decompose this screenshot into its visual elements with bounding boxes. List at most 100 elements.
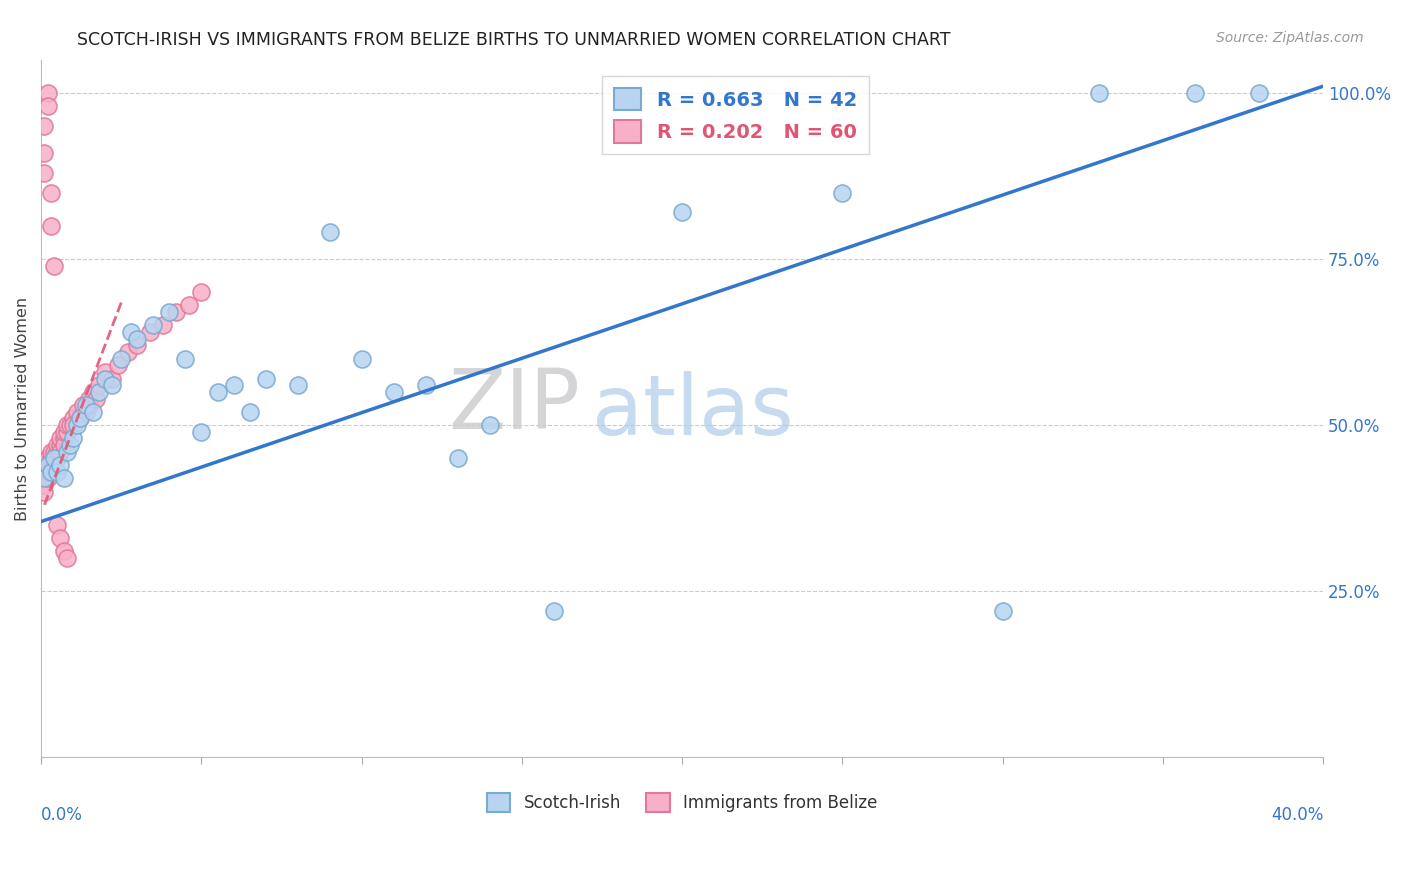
Point bbox=[100, 371, 122, 385]
Text: 40.0%: 40.0% bbox=[1271, 806, 1323, 824]
Text: ZIP: ZIP bbox=[447, 365, 579, 445]
Point bbox=[56, 425, 79, 439]
Point bbox=[318, 226, 340, 240]
Point bbox=[207, 384, 229, 399]
Point bbox=[34, 458, 56, 472]
Point bbox=[127, 332, 149, 346]
Point bbox=[56, 418, 79, 433]
Point bbox=[75, 405, 97, 419]
Point bbox=[34, 145, 56, 160]
Text: SCOTCH-IRISH VS IMMIGRANTS FROM BELIZE BIRTHS TO UNMARRIED WOMEN CORRELATION CHA: SCOTCH-IRISH VS IMMIGRANTS FROM BELIZE B… bbox=[77, 31, 950, 49]
Point bbox=[174, 351, 197, 366]
Point bbox=[39, 186, 62, 200]
Point bbox=[34, 471, 56, 485]
Point bbox=[34, 484, 56, 499]
Point bbox=[991, 604, 1014, 618]
Point bbox=[152, 318, 174, 333]
Point bbox=[190, 425, 212, 439]
Point bbox=[94, 371, 117, 385]
Point bbox=[37, 458, 59, 472]
Point bbox=[62, 431, 84, 445]
Point bbox=[100, 378, 122, 392]
Point bbox=[59, 438, 82, 452]
Text: atlas: atlas bbox=[592, 371, 794, 452]
Point bbox=[72, 398, 94, 412]
Point bbox=[1247, 86, 1270, 100]
Point bbox=[46, 444, 69, 458]
Point bbox=[79, 392, 101, 406]
Point bbox=[1088, 86, 1111, 100]
Point bbox=[447, 451, 470, 466]
Point bbox=[87, 378, 110, 392]
Point bbox=[222, 378, 245, 392]
Point bbox=[37, 465, 59, 479]
Point bbox=[107, 359, 129, 373]
Point bbox=[87, 384, 110, 399]
Point bbox=[254, 371, 277, 385]
Point bbox=[82, 405, 104, 419]
Point bbox=[49, 431, 72, 445]
Point bbox=[139, 325, 162, 339]
Legend: Scotch-Irish, Immigrants from Belize: Scotch-Irish, Immigrants from Belize bbox=[481, 786, 884, 819]
Point bbox=[382, 384, 405, 399]
Point bbox=[59, 418, 82, 433]
Point bbox=[52, 438, 75, 452]
Point bbox=[37, 451, 59, 466]
Point bbox=[42, 259, 65, 273]
Point bbox=[84, 392, 107, 406]
Point bbox=[34, 119, 56, 133]
Point bbox=[34, 478, 56, 492]
Point bbox=[52, 431, 75, 445]
Point bbox=[39, 465, 62, 479]
Point bbox=[831, 186, 853, 200]
Point bbox=[117, 345, 139, 359]
Point bbox=[65, 405, 87, 419]
Point bbox=[42, 458, 65, 472]
Point bbox=[478, 418, 501, 433]
Text: 0.0%: 0.0% bbox=[41, 806, 83, 824]
Point bbox=[69, 411, 91, 425]
Point bbox=[37, 99, 59, 113]
Point bbox=[190, 285, 212, 300]
Point bbox=[350, 351, 373, 366]
Point bbox=[52, 425, 75, 439]
Point bbox=[79, 398, 101, 412]
Point bbox=[42, 451, 65, 466]
Point bbox=[49, 458, 72, 472]
Point bbox=[543, 604, 565, 618]
Point bbox=[159, 305, 181, 319]
Y-axis label: Births to Unmarried Women: Births to Unmarried Women bbox=[15, 296, 30, 521]
Point bbox=[37, 86, 59, 100]
Point bbox=[415, 378, 437, 392]
Point bbox=[1184, 86, 1206, 100]
Point bbox=[82, 384, 104, 399]
Point bbox=[34, 165, 56, 179]
Point bbox=[52, 471, 75, 485]
Point bbox=[671, 205, 693, 219]
Point bbox=[42, 451, 65, 466]
Point bbox=[56, 444, 79, 458]
Point bbox=[52, 544, 75, 558]
Point bbox=[177, 298, 200, 312]
Point bbox=[120, 325, 142, 339]
Point bbox=[37, 458, 59, 472]
Point bbox=[39, 451, 62, 466]
Point bbox=[69, 411, 91, 425]
Point bbox=[34, 471, 56, 485]
Point bbox=[127, 338, 149, 352]
Point bbox=[75, 398, 97, 412]
Point bbox=[39, 444, 62, 458]
Point bbox=[46, 517, 69, 532]
Point bbox=[165, 305, 187, 319]
Point bbox=[39, 219, 62, 233]
Point bbox=[94, 365, 117, 379]
Point bbox=[46, 465, 69, 479]
Point bbox=[65, 418, 87, 433]
Point bbox=[56, 551, 79, 566]
Point bbox=[49, 444, 72, 458]
Point bbox=[238, 405, 260, 419]
Point bbox=[39, 465, 62, 479]
Point bbox=[142, 318, 165, 333]
Point bbox=[46, 451, 69, 466]
Point bbox=[34, 465, 56, 479]
